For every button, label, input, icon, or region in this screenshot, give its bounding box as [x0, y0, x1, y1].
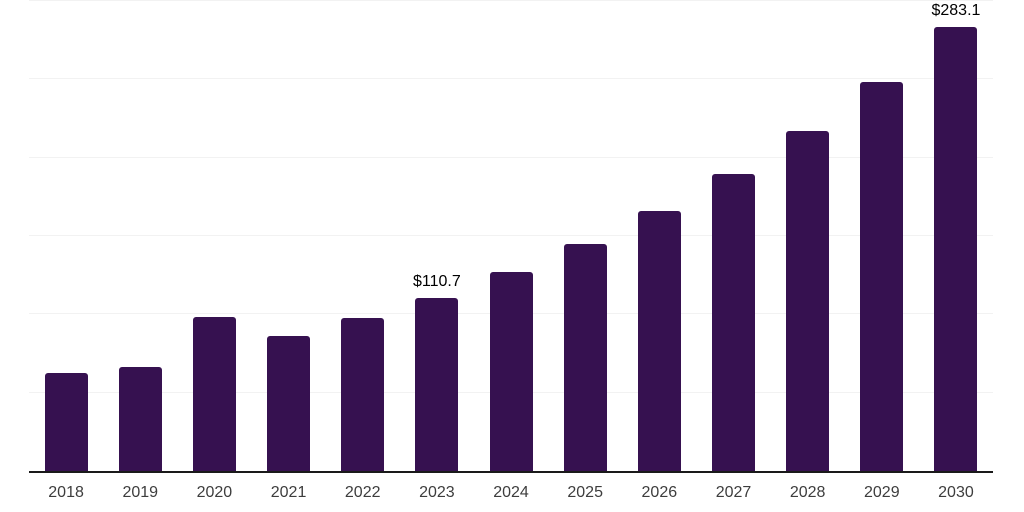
bar-2020 [192, 317, 236, 471]
value-label-2023: $110.7 [412, 272, 461, 290]
plot-area: $110.7 $283.1 [29, 0, 993, 473]
x-tick-2028: 2028 [789, 484, 826, 501]
bar-2026 [637, 211, 681, 471]
x-tick-2025: 2025 [567, 484, 603, 501]
bar-2019 [118, 366, 162, 471]
x-axis-labels: 2018 2019 2020 2021 2022 2023 2024 2025 2026 2027… [29, 483, 993, 503]
bar-cell-2019 [103, 1, 177, 471]
x-tick-2030: 2030 [938, 484, 974, 501]
bar-cell-2029 [845, 1, 919, 471]
x-tick-2020: 2020 [196, 484, 233, 501]
x-tick-2019: 2019 [122, 484, 159, 501]
bar-cell-2030: $283.1 [919, 1, 993, 471]
x-tick-2027: 2027 [715, 484, 752, 501]
bar-cell-2028 [771, 1, 845, 471]
bars-container: $110.7 $283.1 [29, 1, 993, 471]
value-label-2030: $283.1 [931, 2, 981, 20]
bar-2028 [786, 131, 830, 471]
gridline-150 [29, 235, 993, 236]
x-tick-2023: 2023 [419, 484, 455, 501]
bar-2018 [44, 373, 88, 471]
bar-cell-2021 [251, 1, 325, 471]
bar-cell-2026 [622, 1, 696, 471]
bar-cell-2023: $110.7 [400, 1, 474, 471]
x-tick-2026: 2026 [641, 484, 678, 501]
bar-cell-2024 [474, 1, 548, 471]
gridline-300 [29, 0, 993, 1]
gridline-250 [29, 78, 993, 80]
bar-2030 [934, 27, 978, 471]
x-tick-2029: 2029 [864, 484, 900, 501]
x-tick-2024: 2024 [493, 484, 529, 501]
x-tick-2021: 2021 [270, 484, 307, 501]
bar-2022 [341, 317, 385, 471]
bar-cell-2027 [696, 1, 770, 471]
bar-2023 [415, 297, 459, 471]
gridline-200 [29, 156, 993, 158]
x-tick-2022: 2022 [344, 484, 381, 501]
bar-2029 [860, 82, 904, 471]
bar-cell-2018 [29, 1, 103, 471]
bar-2024 [489, 272, 533, 471]
bar-cell-2020 [177, 1, 251, 471]
bar-cell-2022 [326, 1, 400, 471]
x-tick-2018: 2018 [48, 484, 84, 501]
bar-2027 [711, 173, 755, 471]
bar-cell-2025 [548, 1, 622, 471]
x-axis-line [29, 471, 993, 473]
bar-2025 [563, 243, 607, 471]
bar-2021 [267, 335, 311, 471]
